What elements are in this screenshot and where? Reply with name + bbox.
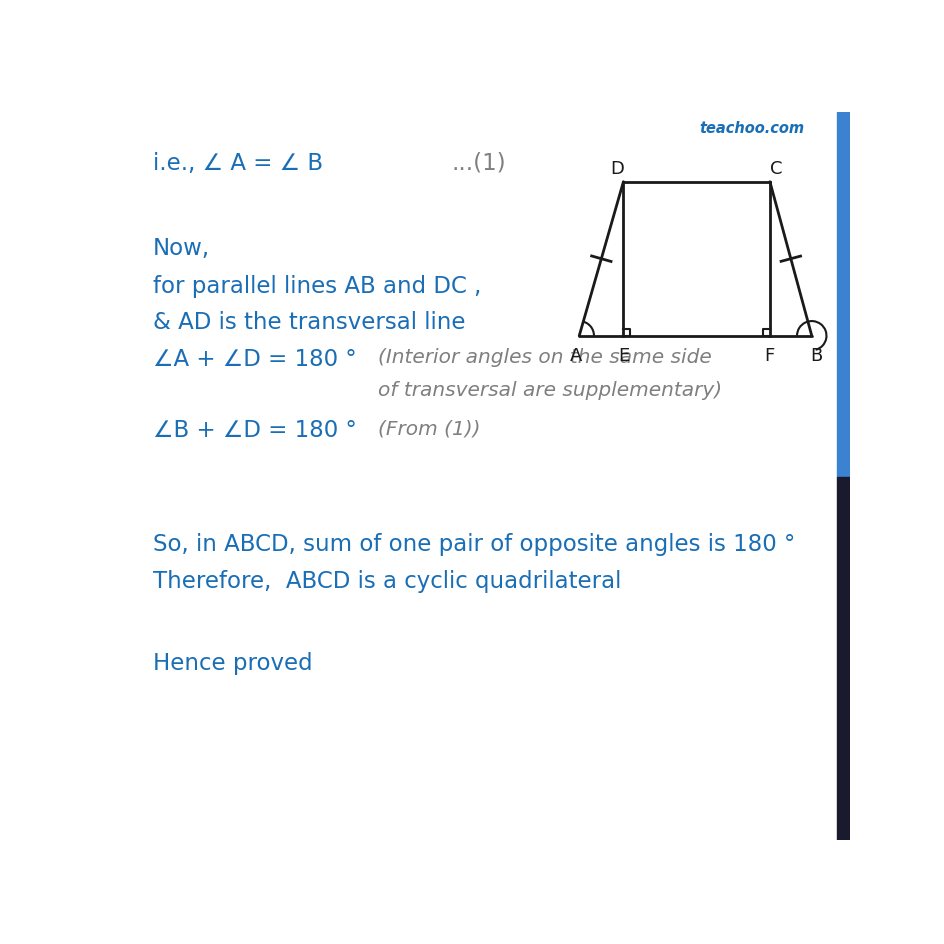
Text: ...(1): ...(1) (451, 152, 505, 175)
Text: & AD is the transversal line: & AD is the transversal line (153, 311, 465, 334)
Text: Hence proved: Hence proved (153, 651, 312, 675)
Text: of transversal are supplementary): of transversal are supplementary) (378, 380, 721, 399)
Text: Now,: Now, (153, 236, 210, 260)
Text: C: C (769, 160, 782, 177)
Text: teachoo.com: teachoo.com (699, 121, 803, 136)
Bar (836, 113, 850, 477)
Text: A: A (569, 346, 582, 364)
Text: (Interior angles on the same side: (Interior angles on the same side (378, 348, 711, 367)
Text: ∠A + ∠D = 180 °: ∠A + ∠D = 180 ° (153, 348, 356, 371)
Text: Therefore,  ABCD is a cyclic quadrilateral: Therefore, ABCD is a cyclic quadrilatera… (153, 569, 621, 593)
Text: F: F (763, 346, 773, 364)
Text: So, in ABCD, sum of one pair of opposite angles is 180 °: So, in ABCD, sum of one pair of opposite… (153, 532, 795, 555)
Text: for parallel lines AB and DC ,: for parallel lines AB and DC , (153, 275, 480, 297)
Text: D: D (610, 160, 623, 177)
Bar (836, 477, 850, 840)
Text: i.e., ∠ A = ∠ B: i.e., ∠ A = ∠ B (153, 152, 323, 175)
Text: (From (1)): (From (1)) (378, 418, 480, 438)
Text: B: B (809, 346, 821, 364)
Text: ∠B + ∠D = 180 °: ∠B + ∠D = 180 ° (153, 418, 357, 442)
Text: E: E (618, 346, 629, 364)
